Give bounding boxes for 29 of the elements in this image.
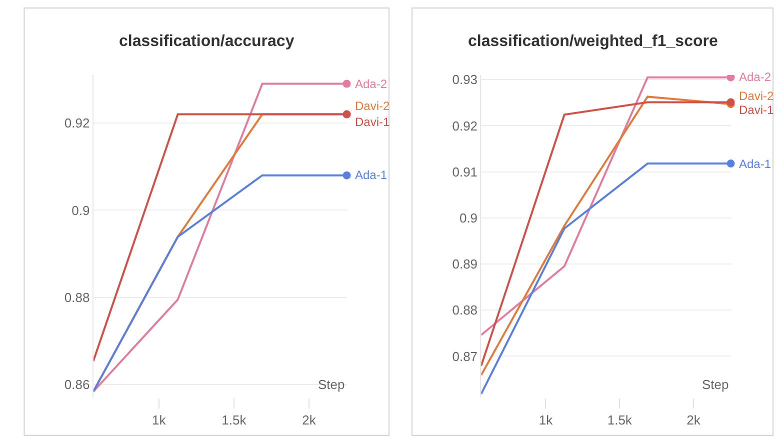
x-axis-title: Step: [702, 377, 729, 392]
x-tick-label: 1k: [538, 412, 554, 428]
chart-title: classification/weighted_f1_score: [468, 33, 718, 50]
series-label: Ada-2: [739, 70, 772, 84]
y-tick-label: 0.87: [452, 348, 478, 364]
y-tick-label: 0.88: [64, 290, 90, 305]
series-label: Davi-2: [739, 89, 774, 103]
y-tick-label: 0.92: [64, 116, 90, 131]
chart-title: classification/accuracy: [119, 33, 294, 50]
x-tick-label: 2k: [302, 412, 316, 428]
x-tick-label: 1k: [152, 412, 166, 428]
y-tick-label: 0.89: [452, 256, 478, 272]
series-label: Ada-2: [355, 77, 388, 91]
x-tick-label: 2k: [686, 412, 701, 428]
y-tick-label: 0.92: [452, 118, 478, 134]
y-tick-label: 0.88: [452, 302, 478, 318]
y-tick-label: 0.86: [64, 377, 90, 392]
series-label: Davi-2: [355, 99, 390, 113]
series-label: Ada-1: [355, 168, 388, 182]
y-tick-label: 0.93: [452, 72, 478, 88]
series-label: Ada-1: [739, 157, 772, 171]
x-axis-title: Step: [318, 377, 345, 392]
y-tick-label: 0.9: [72, 202, 90, 218]
x-tick-label: 1.5k: [222, 412, 247, 428]
series-label: Davi-1: [355, 115, 390, 129]
series-label: Davi-1: [739, 103, 774, 117]
y-tick-label: 0.9: [459, 210, 478, 226]
y-tick-label: 0.91: [452, 164, 478, 180]
x-tick-label: 1.5k: [607, 412, 632, 428]
